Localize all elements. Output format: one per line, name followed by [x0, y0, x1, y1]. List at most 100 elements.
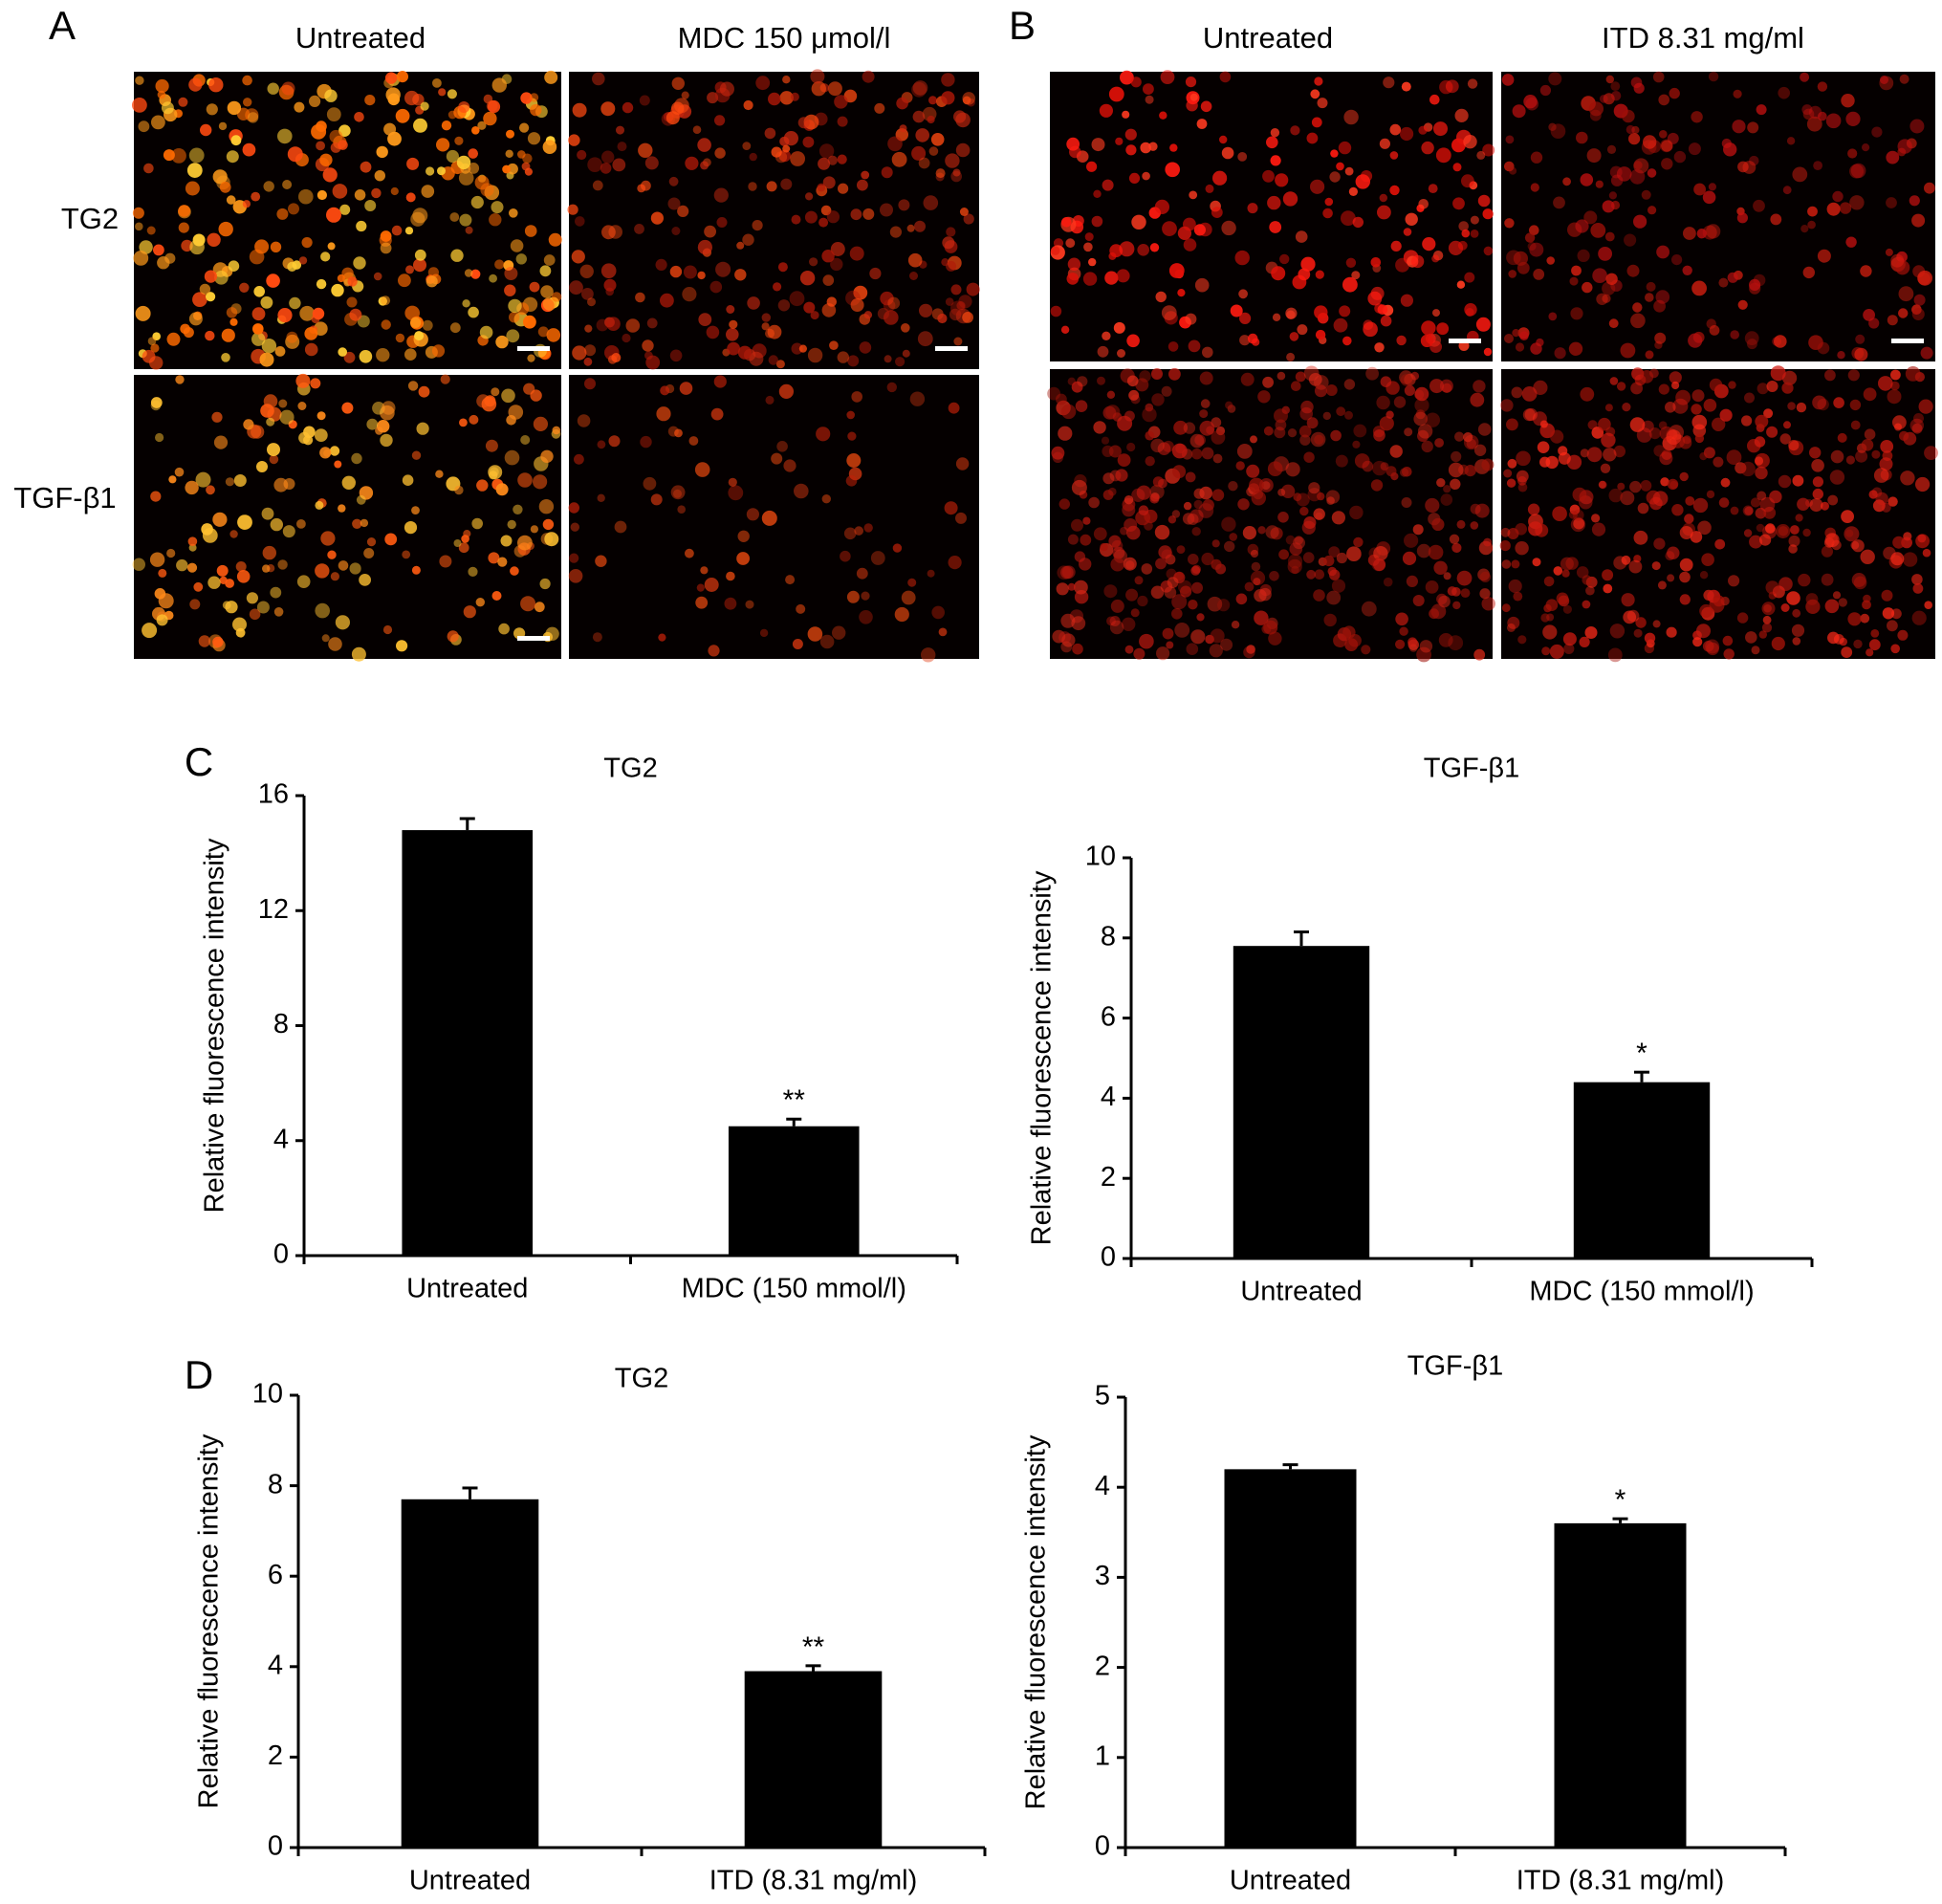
cell: [1178, 580, 1192, 595]
cell: [959, 208, 969, 216]
cell: [783, 459, 796, 472]
cell: [301, 237, 313, 249]
y-tick-label: 8: [273, 1009, 289, 1040]
cell: [805, 192, 814, 201]
cell: [1516, 450, 1531, 467]
cell: [1475, 317, 1491, 332]
cell: [1329, 171, 1341, 183]
cell: [529, 281, 540, 293]
cell: [1151, 368, 1163, 380]
cell: [1483, 246, 1494, 256]
cell: [1401, 81, 1411, 92]
cell: [1448, 462, 1464, 478]
cell: [288, 203, 299, 215]
cell: [1821, 545, 1833, 558]
cell: [948, 556, 962, 570]
cell: [491, 77, 507, 93]
cell: [1628, 133, 1641, 145]
cell: [1154, 199, 1169, 214]
cell: [310, 378, 321, 389]
cell: [1365, 366, 1379, 381]
cell: [1645, 350, 1654, 360]
cell: [1271, 266, 1286, 281]
cell: [1313, 508, 1325, 520]
cell: [577, 414, 591, 427]
cell: [791, 214, 801, 225]
cell: [1577, 249, 1590, 262]
cell: [902, 349, 910, 358]
cell: [1682, 265, 1692, 275]
cell: [458, 101, 470, 113]
cell: [1130, 77, 1142, 88]
cell: [1572, 509, 1584, 521]
cell: [253, 286, 266, 297]
cell: [1847, 612, 1862, 626]
cell: [1473, 444, 1487, 456]
cell: [1479, 588, 1491, 600]
scale-bar: [517, 636, 550, 641]
cell: [1620, 342, 1636, 359]
cell: [1591, 522, 1606, 536]
cell: [1691, 404, 1702, 415]
cell: [1149, 493, 1160, 504]
cell: [834, 95, 848, 109]
cell: [1671, 504, 1684, 516]
cell: [1060, 565, 1074, 580]
cell: [266, 417, 275, 427]
cell: [334, 460, 342, 469]
cell: [1221, 516, 1236, 532]
cell: [1474, 503, 1490, 518]
cell: [1429, 379, 1444, 394]
cell: [266, 274, 280, 288]
cell: [1066, 137, 1080, 151]
cell: [1428, 544, 1444, 560]
cell: [189, 599, 201, 610]
cell: [645, 355, 661, 370]
cell: [1863, 387, 1877, 402]
cell: [356, 220, 367, 232]
cell: [1511, 386, 1523, 399]
cell: [869, 267, 882, 280]
cell: [1709, 325, 1720, 336]
cell: [1666, 429, 1682, 446]
cell: [1431, 517, 1445, 532]
cell: [364, 200, 377, 211]
cell: [1145, 430, 1155, 441]
cell: [208, 77, 224, 93]
cell: [1900, 471, 1915, 486]
cell: [1052, 451, 1064, 463]
cell: [1573, 517, 1585, 530]
cell: [938, 627, 948, 637]
cell: [1507, 616, 1520, 629]
cell: [955, 512, 967, 524]
cell: [1250, 570, 1266, 586]
cell: [1082, 516, 1091, 525]
cell: [1355, 174, 1371, 189]
bar: [728, 1126, 860, 1256]
cell: [1582, 600, 1591, 609]
cell: [1286, 310, 1296, 319]
cell: [1524, 407, 1538, 422]
cell: [1599, 480, 1607, 490]
cell: [1832, 190, 1844, 203]
cell: [1066, 273, 1080, 285]
cell: [1918, 399, 1933, 414]
cell: [1605, 273, 1618, 285]
y-tick-label: 5: [1095, 1381, 1110, 1412]
cell: [1258, 587, 1272, 602]
cell: [773, 282, 782, 292]
cell: [941, 91, 955, 105]
cell: [579, 264, 594, 278]
cell: [1688, 142, 1701, 156]
cell: [1280, 484, 1296, 498]
cell: [1193, 224, 1206, 236]
cell: [1137, 595, 1148, 607]
cell: [382, 624, 393, 635]
cell: [502, 164, 511, 174]
y-tick-label: 10: [252, 1379, 283, 1410]
cell: [1847, 369, 1860, 382]
cell: [207, 232, 221, 247]
cell: [942, 236, 955, 250]
cell: [937, 313, 948, 324]
